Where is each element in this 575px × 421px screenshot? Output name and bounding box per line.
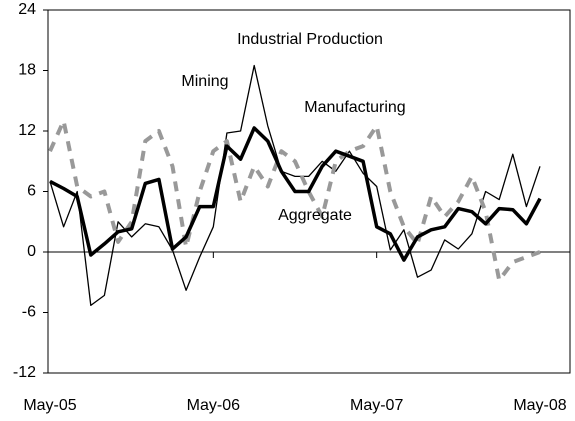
series-line: [49, 126, 542, 262]
series-label: Aggregate: [278, 207, 352, 224]
y-tick-label: 12: [18, 122, 36, 139]
y-tick-label: 0: [27, 243, 36, 260]
y-tick-label: 6: [27, 183, 36, 200]
x-tick-label: May-06: [187, 397, 240, 414]
series-label: Manufacturing: [304, 99, 405, 116]
y-tick-label: -12: [13, 364, 36, 381]
chart-title: Industrial Production: [237, 31, 383, 48]
series-label: Mining: [181, 73, 228, 90]
series-line: [49, 64, 541, 307]
y-tick-label: -6: [22, 304, 36, 321]
series-line: [48, 118, 541, 283]
x-tick-label: May-08: [513, 397, 566, 414]
y-tick-label: 18: [18, 62, 36, 79]
x-tick-label: May-05: [23, 397, 76, 414]
x-tick-label: May-07: [350, 397, 403, 414]
y-tick-label: 24: [18, 1, 36, 18]
